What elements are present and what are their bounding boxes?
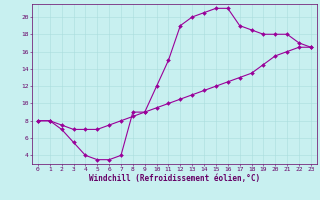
X-axis label: Windchill (Refroidissement éolien,°C): Windchill (Refroidissement éolien,°C) <box>89 174 260 183</box>
